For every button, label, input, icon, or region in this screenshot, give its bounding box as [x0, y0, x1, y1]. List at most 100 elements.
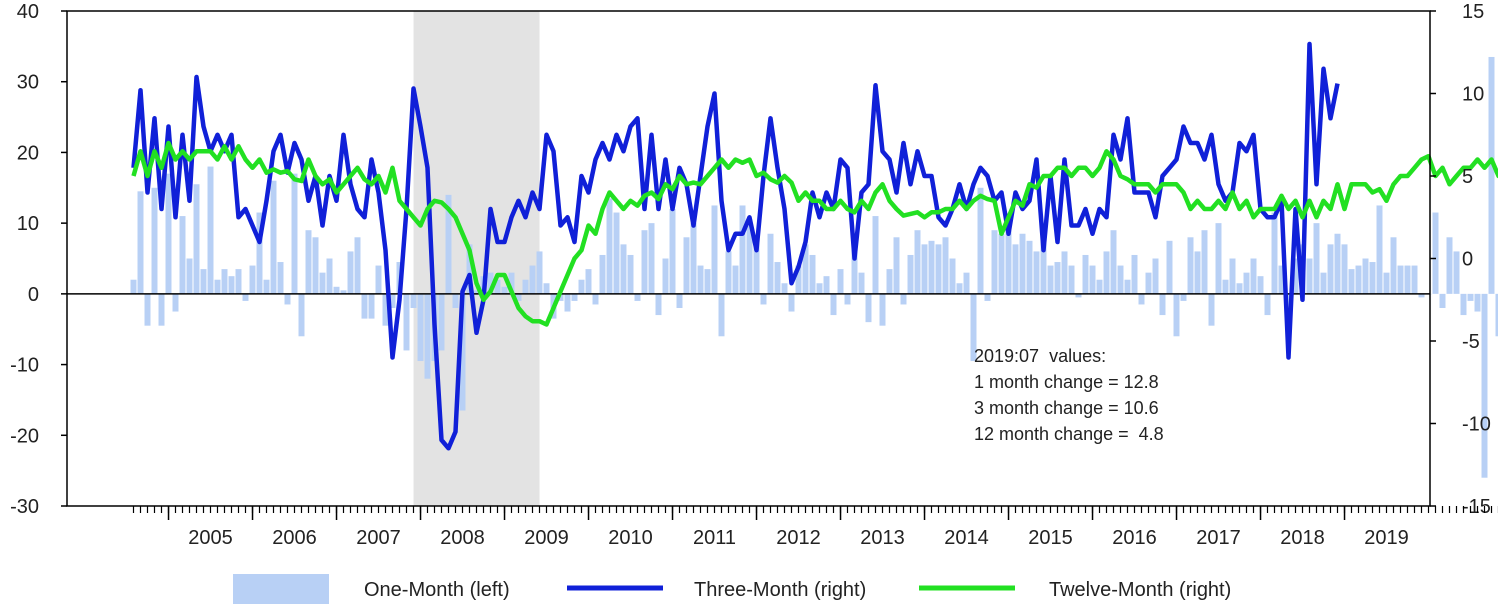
one-month-bar — [1216, 223, 1222, 294]
one-month-bar — [1125, 280, 1131, 294]
one-month-bar — [411, 294, 417, 308]
legend-label: One-Month (left) — [364, 579, 510, 601]
x-tick-label: 2015 — [1028, 527, 1073, 549]
one-month-bar — [929, 241, 935, 294]
right-tick-label: 0 — [1462, 249, 1473, 271]
one-month-bar — [1475, 294, 1481, 312]
one-month-bar — [593, 294, 599, 305]
one-month-bar — [915, 230, 921, 294]
one-month-bar — [1097, 280, 1103, 294]
one-month-bar — [355, 237, 361, 294]
one-month-bar — [908, 255, 914, 294]
one-month-bar — [936, 244, 942, 294]
one-month-bar — [1027, 241, 1033, 294]
one-month-bar — [1244, 273, 1250, 294]
x-tick-label: 2010 — [608, 527, 653, 549]
one-month-bar — [222, 269, 228, 294]
one-month-bar — [691, 223, 697, 294]
one-month-bar — [768, 234, 774, 294]
legend: One-Month (left)Three-Month (right)Twelv… — [233, 574, 1231, 604]
one-month-bar — [1132, 255, 1138, 294]
one-month-bar — [719, 294, 725, 336]
one-month-bar — [1482, 294, 1488, 478]
one-month-bar — [1335, 234, 1341, 294]
one-month-bar — [978, 188, 984, 294]
one-month-bar — [712, 205, 718, 293]
one-month-bar — [208, 167, 214, 294]
one-month-bar — [1349, 269, 1355, 294]
one-month-bar — [614, 213, 620, 294]
one-month-bar — [642, 230, 648, 294]
one-month-bar — [838, 269, 844, 294]
one-month-bar — [453, 294, 459, 308]
one-month-bar — [271, 181, 277, 294]
one-month-bar — [950, 259, 956, 294]
one-month-bar — [586, 269, 592, 294]
one-month-bar — [656, 294, 662, 315]
one-month-bar — [152, 188, 158, 294]
one-month-bar — [789, 294, 795, 312]
left-tick-label: -10 — [10, 355, 39, 377]
one-month-bar — [285, 294, 291, 305]
one-month-bar — [684, 237, 690, 294]
x-tick-label: 2018 — [1280, 527, 1325, 549]
one-month-bar — [1307, 259, 1313, 294]
one-month-bar — [831, 294, 837, 315]
one-month-bar — [334, 287, 340, 294]
one-month-bar — [565, 294, 571, 312]
one-month-bar — [131, 280, 137, 294]
one-month-bar — [215, 280, 221, 294]
one-month-bar — [1006, 230, 1012, 294]
one-month-bar — [180, 216, 186, 294]
one-month-bar — [726, 251, 732, 293]
x-tick-label: 2017 — [1196, 527, 1241, 549]
one-month-bar — [705, 269, 711, 294]
one-month-bar — [901, 294, 907, 305]
one-month-bar — [1356, 266, 1362, 294]
one-month-bar — [1461, 294, 1467, 315]
x-tick-label: 2008 — [440, 527, 485, 549]
one-month-bar — [1377, 205, 1383, 293]
one-month-bar — [1090, 266, 1096, 294]
one-month-bar — [173, 294, 179, 312]
one-month-bar — [544, 283, 550, 294]
one-month-bar — [1412, 266, 1418, 294]
one-month-bar — [670, 209, 676, 294]
one-month-bar — [502, 287, 508, 294]
one-month-bar — [1118, 266, 1124, 294]
one-month-bar — [600, 255, 606, 294]
left-tick-label: 0 — [28, 284, 39, 306]
left-tick-label: 30 — [17, 72, 39, 94]
left-tick-label: 40 — [17, 1, 39, 23]
one-month-bar — [817, 283, 823, 294]
one-month-bar — [306, 230, 312, 294]
one-month-bar — [1048, 266, 1054, 294]
one-month-bar — [880, 294, 886, 326]
one-month-bar — [404, 294, 410, 351]
x-tick-label: 2013 — [860, 527, 905, 549]
left-tick-label: -20 — [10, 425, 39, 447]
legend-label: Three-Month (right) — [694, 579, 866, 601]
one-month-bar — [572, 294, 578, 301]
one-month-bar — [1314, 223, 1320, 294]
legend-swatch-bar — [233, 574, 329, 604]
one-month-bar — [943, 237, 949, 294]
one-month-bar — [236, 269, 242, 294]
one-month-bar — [866, 294, 872, 322]
one-month-bar — [999, 234, 1005, 294]
one-month-bar — [369, 294, 375, 319]
one-month-bar — [1188, 237, 1194, 294]
one-month-bar — [1195, 251, 1201, 293]
one-month-bar — [663, 259, 669, 294]
one-month-bar — [1069, 266, 1075, 294]
one-month-bar — [845, 294, 851, 305]
one-month-bar — [579, 280, 585, 294]
one-month-bar — [1440, 294, 1446, 308]
x-tick-label: 2011 — [693, 527, 736, 549]
one-month-bar — [278, 262, 284, 294]
x-tick-label: 2006 — [272, 527, 317, 549]
one-month-bar — [677, 294, 683, 308]
one-month-bar — [530, 266, 536, 294]
one-month-bar — [922, 244, 928, 294]
